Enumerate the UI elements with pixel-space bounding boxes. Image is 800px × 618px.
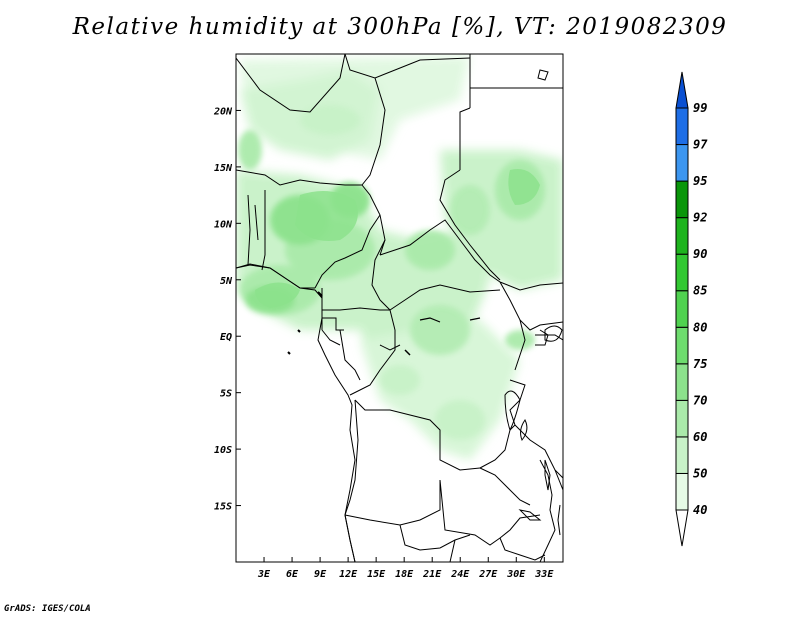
colorbar-swatch bbox=[675, 363, 689, 401]
longitude-axis: 3E 6E 9E 12E 15E 18E 21E 24E 27E 30E 33E bbox=[257, 557, 554, 580]
latitude-axis: 20N 15N 10N 5N EQ 5S 10S 15S bbox=[213, 106, 241, 513]
lon-tick-label: 18E bbox=[395, 569, 414, 580]
colorbar-label: 50 bbox=[693, 466, 707, 480]
lon-tick-label: 15E bbox=[367, 569, 386, 580]
lat-tick-label: 5S bbox=[220, 389, 232, 400]
colorbar-label: 40 bbox=[693, 503, 707, 517]
lon-tick-label: 12E bbox=[339, 569, 358, 580]
colorbar-label: 75 bbox=[693, 357, 707, 371]
lon-tick-label: 9E bbox=[314, 569, 327, 580]
colorbar-swatch bbox=[675, 399, 689, 438]
colorbar-swatch bbox=[675, 217, 689, 255]
grads-credit: GrADS: IGES/COLA bbox=[4, 604, 91, 614]
colorbar-label: 70 bbox=[693, 393, 707, 407]
lat-tick-label: EQ bbox=[220, 332, 232, 343]
lon-tick-label: 6E bbox=[286, 569, 299, 580]
lon-tick-label: 27E bbox=[478, 569, 498, 580]
lat-tick-label: 15S bbox=[214, 502, 232, 513]
map-frame bbox=[235, 53, 564, 563]
lat-tick-label: 10S bbox=[214, 445, 232, 456]
colorbar-label: 95 bbox=[693, 174, 707, 188]
colorbar-swatch bbox=[675, 436, 689, 474]
chart-title: Relative humidity at 300hPa [%], VT: 201… bbox=[72, 14, 728, 40]
colorbar-label: 85 bbox=[693, 284, 707, 298]
colorbar-swatch bbox=[675, 253, 689, 292]
lon-tick-label: 3E bbox=[257, 569, 271, 580]
colorbar-swatch bbox=[675, 107, 689, 146]
colorbar-top-arrow bbox=[675, 71, 689, 109]
colorbar-label: 60 bbox=[693, 430, 707, 444]
colorbar-label: 90 bbox=[693, 247, 707, 261]
lon-tick-label: 30E bbox=[506, 569, 526, 580]
colorbar-swatch bbox=[675, 290, 689, 328]
humidity-field bbox=[236, 54, 563, 562]
colorbar-legend: 40 50 60 70 75 80 85 90 92 95 97 99 bbox=[675, 71, 708, 547]
colorbar-swatch bbox=[675, 180, 689, 219]
lon-tick-label: 33E bbox=[534, 569, 554, 580]
country-borders bbox=[236, 54, 563, 562]
colorbar-swatch bbox=[675, 472, 689, 511]
colorbar-swatch bbox=[675, 326, 689, 365]
colorbar-swatch bbox=[675, 144, 689, 182]
colorbar-label: 80 bbox=[693, 320, 707, 334]
lon-tick-label: 24E bbox=[450, 569, 470, 580]
lat-tick-label: 5N bbox=[220, 276, 233, 287]
lat-tick-label: 10N bbox=[214, 219, 233, 230]
colorbar-label: 99 bbox=[693, 101, 707, 115]
lat-tick-label: 15N bbox=[214, 163, 233, 174]
colorbar-bottom-arrow bbox=[675, 509, 689, 547]
colorbar-label: 92 bbox=[693, 211, 707, 225]
lon-tick-label: 21E bbox=[422, 569, 442, 580]
colorbar-label: 97 bbox=[693, 138, 708, 152]
lat-tick-label: 20N bbox=[213, 106, 233, 117]
